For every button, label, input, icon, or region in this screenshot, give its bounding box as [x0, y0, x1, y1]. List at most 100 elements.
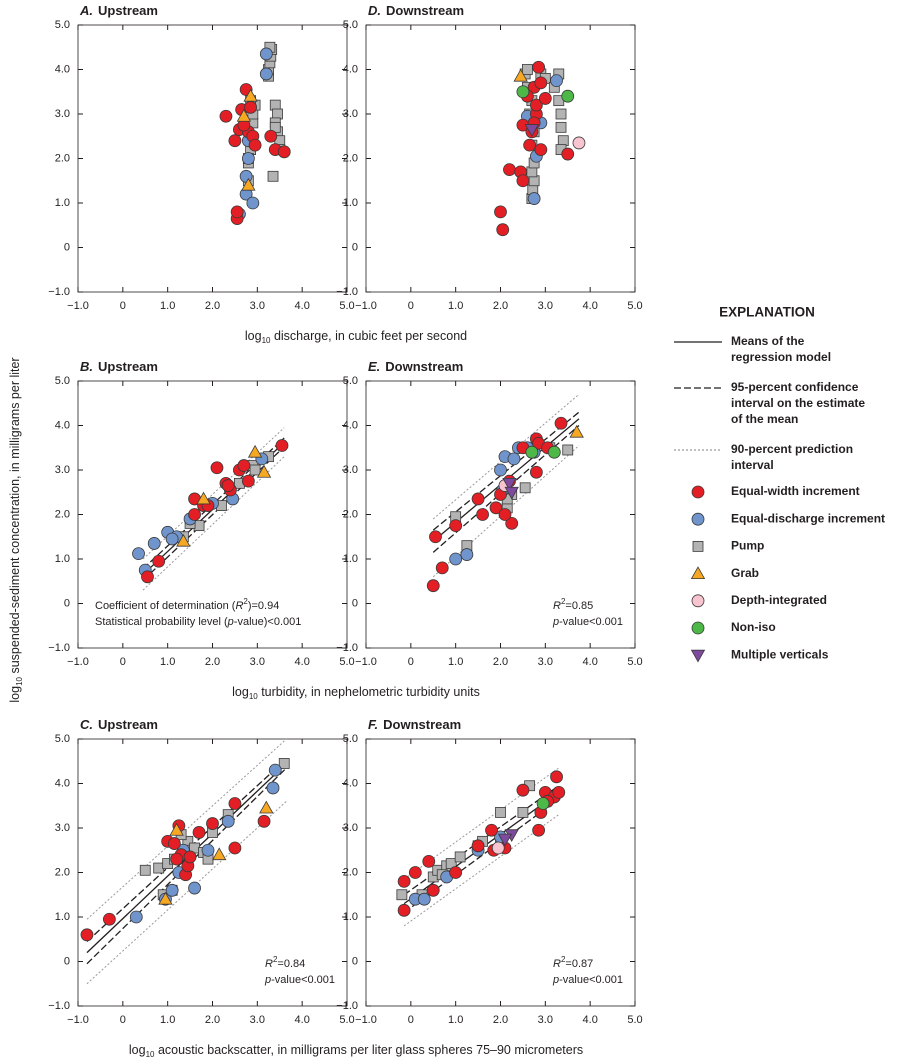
panel-name: Downstream [385, 359, 463, 374]
y-tick-label: 2.0 [343, 508, 358, 520]
y-tick-label: 3.0 [55, 108, 70, 120]
x-tick-label: −1.0 [355, 300, 377, 312]
legend-marker [691, 512, 705, 526]
panel-title: C. Upstream [80, 717, 158, 732]
point [259, 67, 273, 81]
point [494, 463, 507, 477]
annotation-part: R [553, 958, 561, 970]
annotation-part: 2 [561, 597, 566, 606]
legend-label: Multiple verticals [731, 647, 829, 661]
annotation-part: Coefficient of determination ( [95, 600, 236, 612]
prediction-interval [142, 427, 285, 560]
x-tick-label: −1.0 [355, 1014, 377, 1026]
x-tick-label: 0 [120, 1014, 126, 1026]
point [471, 839, 485, 853]
panel: B. Upstream −1.0 0 1.0 2.0 3.0 4.0 5.0 −1.0 0 1.0 2.… [48, 359, 354, 667]
point [476, 508, 489, 521]
legend-label: Pump [731, 539, 764, 553]
y-tick-label: 1.0 [55, 911, 70, 923]
annotation: p-value<0.001 [552, 616, 623, 628]
legend-marker [690, 566, 706, 579]
x-tick-label: 3.0 [250, 300, 265, 312]
prediction-interval [86, 800, 287, 985]
point [555, 121, 567, 133]
point [503, 163, 516, 177]
point [236, 108, 252, 122]
point [426, 883, 440, 897]
y-tick-label: 5.0 [55, 733, 70, 745]
point [449, 519, 463, 533]
legend-label: Means of the [731, 334, 805, 348]
x-tick-label: 3.0 [250, 656, 265, 668]
x-tick-label: 1.0 [160, 656, 175, 668]
legend-label: Non-iso [731, 620, 776, 634]
point [196, 491, 211, 505]
y-tick-label: 0 [64, 241, 70, 253]
panel-letter: F. [368, 717, 378, 732]
point [422, 854, 436, 868]
annotation-part: p [264, 974, 271, 986]
x-tick-label: 1.0 [448, 300, 463, 312]
point [201, 843, 215, 857]
x-tick-label: −1.0 [355, 656, 377, 668]
y-tick-label: −1.0 [48, 642, 70, 654]
point [272, 108, 283, 120]
point [550, 770, 563, 784]
point [557, 135, 569, 147]
y-tick-label: 0 [64, 955, 70, 967]
annotation-part: =0.84 [277, 958, 305, 970]
point [471, 492, 485, 506]
x-tick-label: 2.0 [493, 656, 508, 668]
point [278, 758, 290, 769]
point [176, 533, 191, 547]
x-tick-label: 3.0 [250, 1014, 265, 1026]
point [516, 85, 530, 99]
legend-label: Grab [731, 566, 759, 580]
point [522, 64, 533, 75]
axis-label-sub: 10 [146, 1050, 155, 1059]
axis-label: log10 discharge, in cubic feet per secon… [245, 329, 467, 345]
legend-label: Equal-discharge increment [731, 511, 885, 525]
y-tick-label: 3.0 [55, 464, 70, 476]
point [228, 134, 242, 148]
point [527, 192, 541, 205]
axis-label-part: log [245, 329, 262, 343]
point [206, 817, 219, 830]
axis-label-sub: 10 [15, 676, 24, 685]
annotation-part: =0.87 [565, 958, 593, 970]
y-tick-label: 2.0 [55, 866, 70, 878]
annotation-part: 2 [273, 955, 278, 964]
x-tick-label: 0 [120, 300, 126, 312]
point [495, 807, 506, 818]
y-tick-label: 1.0 [343, 553, 358, 565]
y-tick-label: 4.0 [55, 777, 70, 789]
plot-frame [365, 738, 636, 1007]
legend-label: Equal-width increment [731, 484, 860, 498]
x-tick-label: 4.0 [583, 300, 598, 312]
x-tick-label: 0 [408, 300, 414, 312]
y-tick-label: 5.0 [343, 19, 358, 31]
point [268, 763, 282, 777]
y-tick-label: 4.0 [343, 63, 358, 75]
point [244, 100, 258, 114]
point [408, 866, 422, 879]
point [569, 424, 584, 438]
panel-letter: C. [80, 717, 93, 732]
y-tick-label: 5.0 [343, 375, 358, 387]
point [547, 445, 561, 459]
legend-label: of the mean [731, 412, 798, 426]
point [517, 807, 529, 818]
x-tick-label: 0 [120, 656, 126, 668]
point [237, 459, 251, 472]
annotation-part: Statistical probability level ( [95, 616, 228, 628]
point [429, 530, 442, 544]
point [259, 800, 274, 814]
annotation-part: 2 [561, 955, 566, 964]
point [264, 129, 278, 143]
point [519, 482, 531, 494]
legend-marker [691, 594, 705, 608]
point [275, 439, 289, 452]
point [188, 508, 201, 521]
y-tick-label: −1.0 [48, 1000, 70, 1012]
x-tick-label: 2.0 [493, 1014, 508, 1026]
